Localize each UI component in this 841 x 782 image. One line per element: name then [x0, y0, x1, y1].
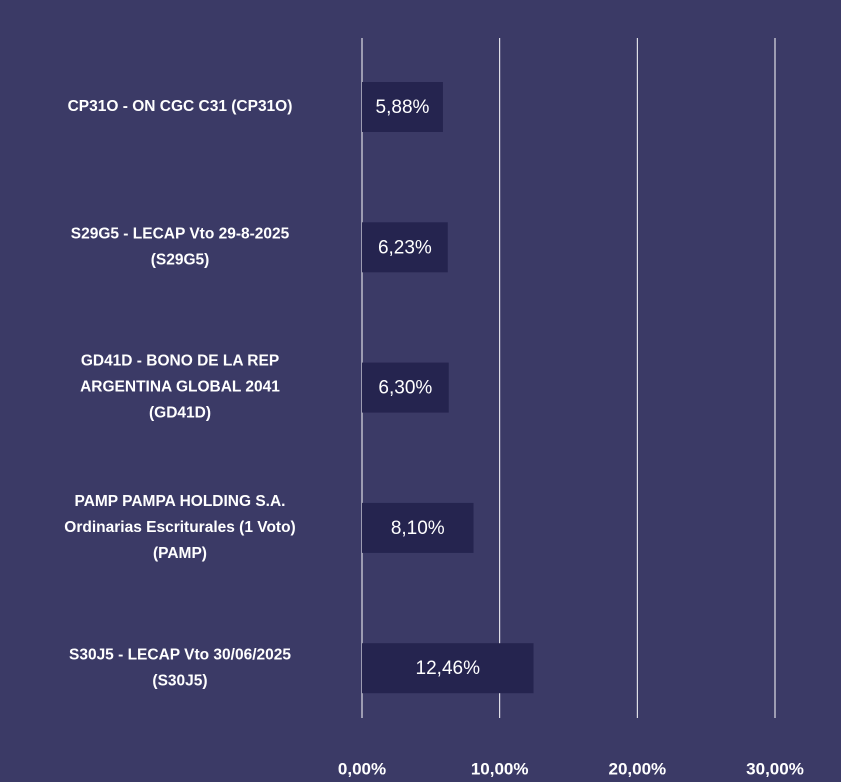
value-label: 5,88%	[376, 97, 430, 118]
bar	[362, 362, 449, 413]
value-label: 6,30%	[378, 378, 432, 399]
category-label: (GD41D)	[149, 405, 211, 422]
category-label: Ordinarias Escriturales (1 Voto)	[64, 519, 295, 536]
x-tick-label: 20,00%	[608, 759, 666, 778]
category-label: (S30J5)	[152, 672, 207, 689]
category-label: CP31O - ON CGC C31 (CP31O)	[68, 98, 293, 115]
value-label: 6,23%	[378, 237, 432, 258]
x-tick-label: 0,00%	[338, 759, 386, 778]
bar	[362, 82, 443, 132]
category-label: S29G5 - LECAP Vto 29-8-2025	[71, 225, 290, 242]
category-label: ARGENTINA GLOBAL 2041	[80, 379, 280, 396]
bar	[362, 502, 474, 553]
value-label: 12,46%	[416, 658, 481, 679]
category-label: PAMP PAMPA HOLDING S.A.	[75, 493, 286, 510]
category-label: (PAMP)	[153, 545, 207, 562]
x-tick-label: 10,00%	[471, 759, 529, 778]
category-label: (S29G5)	[151, 251, 210, 268]
x-tick-label: 30,00%	[746, 759, 804, 778]
bar	[362, 222, 448, 273]
value-label: 8,10%	[391, 518, 445, 539]
category-label: GD41D - BONO DE LA REP	[81, 353, 279, 370]
category-label: S30J5 - LECAP Vto 30/06/2025	[69, 646, 291, 663]
bar	[362, 643, 534, 694]
